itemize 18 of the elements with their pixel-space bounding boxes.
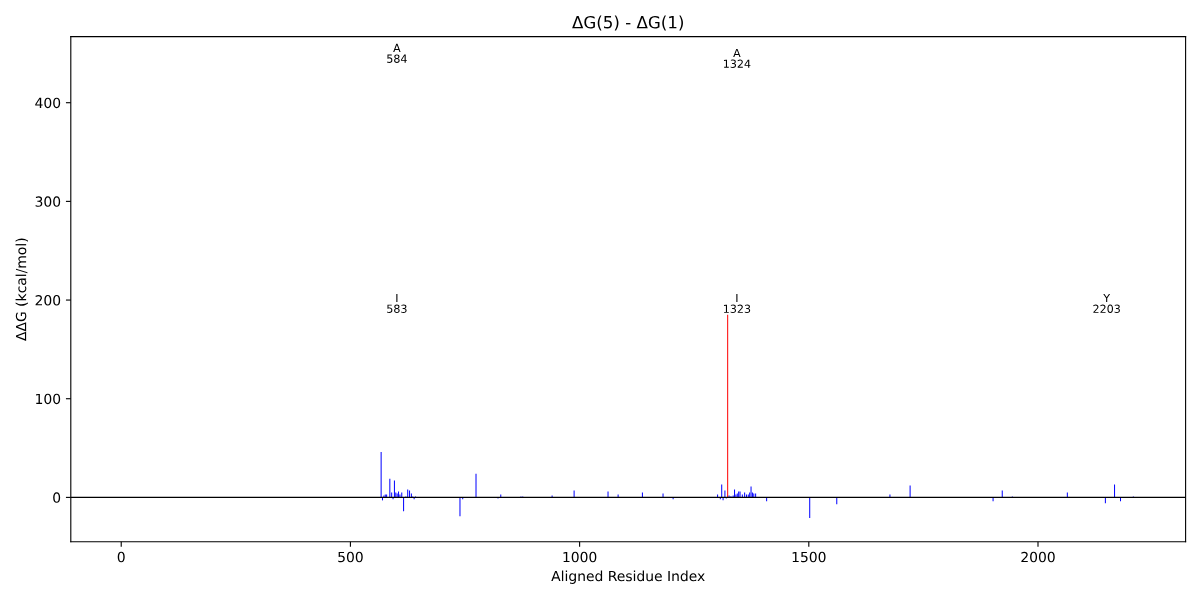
annotation: Y 2203 bbox=[1093, 293, 1120, 313]
y-axis-title: ΔΔG (kcal/mol) bbox=[15, 238, 28, 341]
y-tick-label: 400 bbox=[35, 97, 61, 109]
y-tick-label: 200 bbox=[35, 295, 61, 306]
y-tick-label: 100 bbox=[36, 393, 61, 405]
x-axis-title: Aligned Residue Index bbox=[551, 570, 705, 584]
x-tick-label: 1000 bbox=[563, 551, 597, 563]
y-tick-label: 300 bbox=[35, 196, 61, 207]
chart-title: ΔG(5) - ΔG(1) bbox=[572, 15, 683, 31]
annotation: I 1323 bbox=[723, 293, 751, 313]
y-tick-label: 0 bbox=[53, 492, 61, 503]
x-tick-label: 500 bbox=[338, 551, 363, 563]
x-tick-label: 1500 bbox=[792, 551, 826, 563]
annotation: A 1324 bbox=[723, 48, 751, 68]
x-tick-label: 0 bbox=[117, 551, 125, 563]
annotation: A 584 bbox=[387, 43, 407, 63]
annotation: I 583 bbox=[387, 293, 407, 313]
x-tick-label: 2000 bbox=[1021, 551, 1055, 563]
